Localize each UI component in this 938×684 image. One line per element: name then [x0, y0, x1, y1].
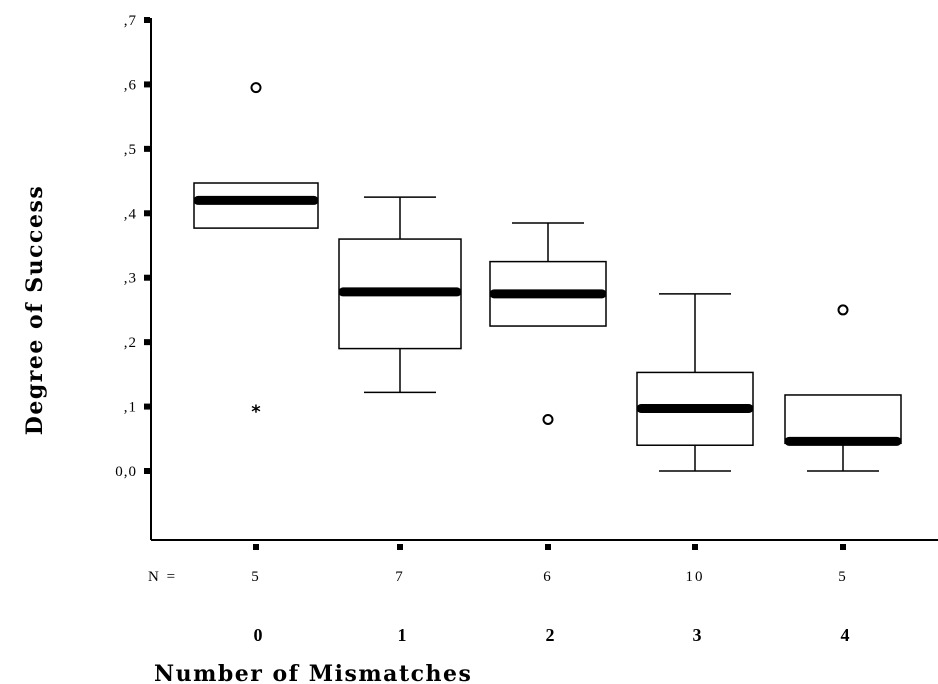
n-prefix-label: N =	[148, 569, 177, 585]
plot-frame	[150, 18, 938, 541]
y-tick-label: 0,0	[115, 464, 137, 480]
y-tick-mark	[144, 274, 150, 281]
outlier-point	[837, 304, 849, 316]
box-iqr	[193, 182, 319, 229]
x-category-label: 4	[841, 625, 850, 645]
x-category-label: 3	[693, 625, 702, 645]
n-count-label: 10	[686, 569, 705, 585]
y-tick-label: ,4	[124, 206, 137, 222]
box-series: *	[193, 82, 902, 472]
x-category-label: 0	[254, 625, 263, 645]
y-tick-mark	[144, 81, 150, 88]
x-tick-mark	[545, 544, 551, 550]
y-tick-label: ,2	[124, 335, 137, 351]
x-category-label: 2	[546, 625, 555, 645]
extreme-point: *	[251, 402, 261, 423]
y-tick-label: ,7	[124, 13, 137, 29]
n-count-label: 5	[838, 569, 848, 585]
n-count-label: 7	[395, 569, 405, 585]
box-group-1	[338, 196, 462, 394]
box-iqr	[784, 394, 902, 445]
x-tick-mark	[840, 544, 846, 550]
x-tick-mark	[253, 544, 259, 550]
box-group-3	[636, 293, 754, 472]
outlier-point	[250, 82, 262, 94]
x-tick-mark	[692, 544, 698, 550]
box-group-4	[784, 304, 902, 472]
y-tick-label: ,1	[124, 400, 137, 416]
y-axis: ,7 ,6 ,5 ,4 ,3 ,2 ,1 0,0	[115, 13, 150, 480]
y-tick-mark	[144, 403, 150, 410]
y-tick-mark	[144, 17, 150, 23]
n-count-label: 6	[543, 569, 553, 585]
y-tick-mark	[144, 210, 150, 217]
x-tick-mark	[397, 544, 403, 550]
y-tick-mark	[144, 468, 150, 474]
x-category-label: 1	[398, 625, 407, 645]
y-axis-title: Degree of Success	[22, 185, 48, 435]
n-count-label: 5	[251, 569, 261, 585]
y-tick-label: ,6	[124, 77, 137, 93]
y-tick-mark	[144, 145, 150, 152]
x-axis: N = 5 0 7 1 6 2 10 3 5 4	[148, 544, 850, 645]
box-group-2	[489, 222, 607, 425]
y-tick-mark	[144, 339, 150, 346]
outlier-point	[542, 413, 554, 425]
x-axis-title: Number of Mismatches	[154, 661, 472, 684]
box-group-0: *	[193, 82, 319, 423]
y-tick-label: ,3	[124, 271, 137, 287]
y-tick-label: ,5	[124, 142, 137, 158]
